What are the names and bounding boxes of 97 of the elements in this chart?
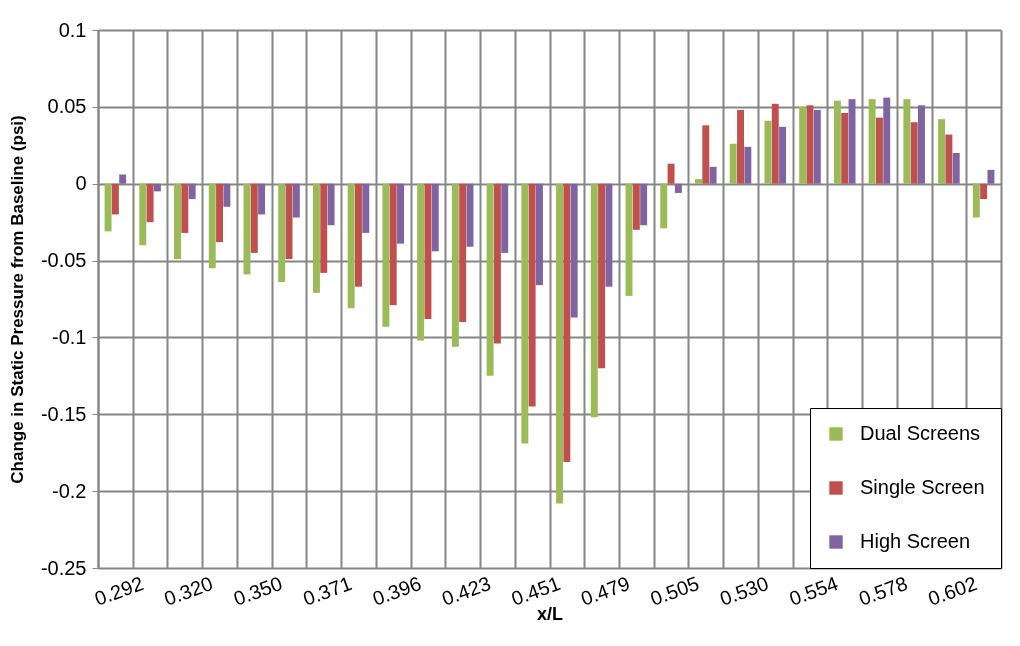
bar (250, 183, 258, 253)
x-tick-label: 0.396 (369, 572, 425, 610)
x-tick-label: 0.292 (91, 572, 147, 610)
bar (779, 126, 787, 184)
bar (695, 179, 702, 184)
bar (570, 183, 578, 318)
x-tick-label: 0.350 (230, 572, 286, 610)
bar (327, 183, 335, 226)
bar (431, 183, 439, 252)
bar (111, 183, 119, 215)
bar (833, 100, 841, 184)
bar (119, 174, 127, 184)
bar (528, 183, 536, 407)
bar (362, 183, 370, 233)
bar (764, 120, 772, 184)
bar (938, 119, 946, 184)
bar (258, 183, 266, 215)
bar (729, 143, 737, 184)
bar (737, 109, 744, 184)
bar (208, 183, 216, 269)
bar (278, 183, 286, 283)
y-tick-label: 0.05 (47, 95, 87, 118)
bar (841, 113, 849, 184)
bar (389, 183, 397, 306)
bar (139, 183, 147, 246)
bar (875, 117, 883, 184)
x-tick-label: 0.320 (161, 572, 216, 610)
bar (744, 146, 752, 184)
bar (605, 183, 613, 287)
bar (223, 183, 231, 207)
bar (292, 183, 300, 218)
y-tick-label: 0.1 (58, 18, 87, 41)
x-axis-title: x/L (536, 603, 564, 624)
y-tick-label: 0 (75, 172, 87, 195)
bar (972, 183, 980, 218)
y-tick-label: -0.05 (40, 249, 87, 272)
bar (521, 183, 529, 444)
bar (590, 183, 598, 418)
bar (355, 183, 362, 287)
bar (347, 183, 355, 309)
bar (632, 183, 640, 230)
bar (501, 183, 509, 253)
bar (312, 183, 320, 293)
bar (598, 183, 606, 369)
bar (980, 183, 988, 200)
bar (667, 163, 675, 184)
bar (174, 183, 181, 260)
bar (987, 169, 995, 184)
bar (188, 183, 196, 200)
x-tick-label: 0.423 (438, 572, 494, 610)
bar (104, 183, 112, 232)
bar (424, 183, 432, 319)
x-tick-label: 0.530 (716, 572, 772, 610)
y-tick-label: -0.2 (52, 479, 87, 502)
x-tick-label: 0.371 (300, 572, 355, 610)
bar (640, 183, 648, 226)
bar (146, 183, 154, 223)
bar (868, 99, 876, 184)
x-tick-label: 0.479 (577, 572, 633, 610)
bar (709, 166, 717, 184)
bar (883, 97, 891, 184)
legend-label: High Screen (860, 530, 971, 552)
bar (910, 122, 918, 184)
x-tick-label: 0.505 (647, 572, 702, 610)
bar (486, 183, 494, 376)
bar (216, 183, 224, 243)
bar (674, 183, 682, 193)
bar (903, 99, 911, 184)
bar (702, 125, 710, 184)
x-tick-label: 0.578 (855, 572, 911, 610)
bar (918, 105, 925, 184)
y-tick-label: -0.15 (40, 402, 87, 425)
bar (535, 183, 543, 286)
bar (563, 183, 571, 462)
bar (153, 183, 161, 192)
x-tick-label: 0.602 (925, 572, 980, 610)
bar (660, 183, 668, 229)
bar (952, 152, 960, 184)
bar (813, 109, 821, 184)
bar (945, 134, 953, 184)
bar (382, 183, 390, 327)
y-tick-label: -0.25 (40, 556, 87, 579)
bar (459, 183, 467, 323)
bar (397, 183, 404, 244)
bar (556, 183, 564, 504)
bar (181, 183, 189, 233)
bar (493, 183, 501, 344)
bar (320, 183, 328, 273)
y-axis-title: Change in Static Pressure from Baseline (psi) (7, 115, 27, 484)
bar (451, 183, 459, 347)
bar (417, 183, 425, 341)
y-tick-label: -0.1 (52, 325, 87, 348)
bar (799, 106, 807, 184)
x-tick-label: 0.554 (786, 572, 841, 610)
legend-label: Dual Screens (860, 422, 981, 444)
bar (771, 103, 779, 184)
legend-label: Single Screen (860, 476, 985, 498)
